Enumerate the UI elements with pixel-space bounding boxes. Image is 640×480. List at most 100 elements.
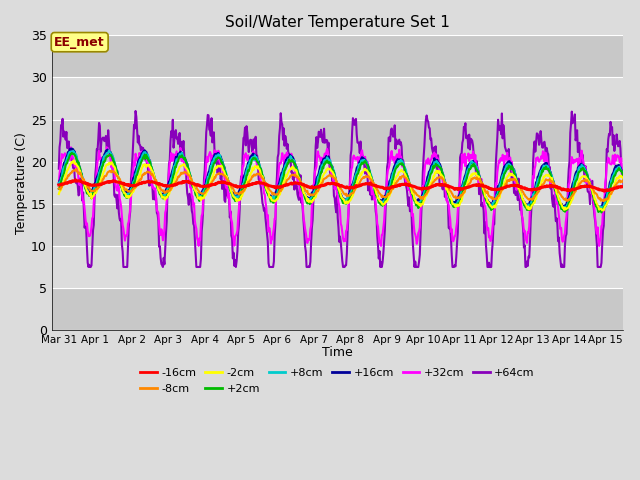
+16cm — [620, 171, 627, 177]
-16cm — [135, 181, 143, 187]
-8cm — [57, 185, 65, 191]
+16cm — [57, 171, 65, 177]
+8cm — [461, 177, 468, 183]
+32cm — [318, 155, 326, 161]
Line: -16cm: -16cm — [59, 180, 623, 191]
+64cm — [319, 139, 326, 144]
+32cm — [57, 159, 65, 165]
+64cm — [298, 200, 305, 205]
+64cm — [620, 181, 627, 187]
+2cm — [68, 150, 76, 156]
-16cm — [297, 180, 305, 186]
-2cm — [135, 173, 143, 179]
+32cm — [620, 168, 627, 174]
Line: +8cm: +8cm — [59, 151, 623, 210]
-2cm — [598, 208, 606, 214]
Y-axis label: Temperature (C): Temperature (C) — [15, 132, 28, 234]
+8cm — [57, 175, 65, 181]
+64cm — [461, 120, 469, 126]
Line: +64cm: +64cm — [59, 111, 623, 267]
-2cm — [474, 173, 482, 179]
Line: +32cm: +32cm — [59, 147, 623, 246]
-2cm — [297, 179, 305, 184]
Text: EE_met: EE_met — [54, 36, 105, 48]
-16cm — [57, 182, 65, 188]
-16cm — [474, 182, 482, 188]
+2cm — [318, 169, 326, 175]
Bar — [51, 77, 623, 120]
Title: Soil/Water Temperature Set 1: Soil/Water Temperature Set 1 — [225, 15, 450, 30]
-8cm — [55, 186, 63, 192]
+2cm — [620, 175, 627, 180]
+64cm — [55, 166, 63, 171]
+8cm — [318, 163, 326, 168]
+2cm — [55, 186, 63, 192]
+8cm — [135, 161, 143, 167]
Bar — [51, 36, 623, 77]
-2cm — [620, 177, 627, 182]
+8cm — [620, 171, 627, 177]
-8cm — [72, 166, 80, 172]
+2cm — [297, 180, 305, 186]
Line: +16cm: +16cm — [59, 149, 623, 208]
+16cm — [474, 171, 482, 177]
-8cm — [474, 177, 482, 182]
+8cm — [596, 207, 604, 213]
Line: -8cm: -8cm — [59, 169, 623, 201]
X-axis label: Time: Time — [322, 347, 353, 360]
+32cm — [461, 163, 469, 169]
-8cm — [461, 189, 468, 194]
-16cm — [72, 177, 79, 182]
+32cm — [377, 243, 385, 249]
+2cm — [474, 169, 482, 175]
Bar — [51, 204, 623, 246]
Bar — [51, 120, 623, 162]
Bar — [51, 288, 623, 330]
+8cm — [105, 148, 113, 154]
+64cm — [57, 122, 65, 128]
Bar — [51, 246, 623, 288]
-8cm — [135, 179, 143, 185]
+16cm — [68, 146, 76, 152]
+32cm — [103, 144, 111, 150]
+16cm — [318, 159, 326, 165]
+16cm — [595, 205, 603, 211]
Line: +2cm: +2cm — [59, 153, 623, 213]
+16cm — [55, 181, 63, 187]
-8cm — [318, 180, 326, 186]
-16cm — [461, 185, 468, 191]
+8cm — [297, 179, 305, 185]
-16cm — [620, 183, 627, 189]
+2cm — [135, 167, 143, 172]
+2cm — [461, 180, 468, 185]
+64cm — [132, 108, 140, 114]
+16cm — [135, 157, 143, 163]
-2cm — [461, 190, 468, 195]
+64cm — [136, 142, 143, 147]
+2cm — [57, 179, 65, 185]
Line: -2cm: -2cm — [59, 160, 623, 211]
+2cm — [598, 210, 605, 216]
+8cm — [474, 170, 482, 176]
-2cm — [57, 187, 65, 192]
+64cm — [476, 192, 483, 197]
-8cm — [620, 178, 627, 184]
+8cm — [55, 180, 63, 186]
-16cm — [318, 183, 326, 189]
+32cm — [297, 193, 305, 199]
-2cm — [70, 157, 78, 163]
-2cm — [55, 191, 63, 197]
-16cm — [55, 182, 63, 188]
+16cm — [461, 174, 468, 180]
+32cm — [135, 160, 143, 166]
-2cm — [318, 177, 326, 183]
+16cm — [297, 179, 305, 184]
-8cm — [297, 179, 305, 185]
Bar — [51, 162, 623, 204]
+32cm — [55, 181, 63, 187]
+32cm — [476, 179, 483, 185]
+64cm — [84, 264, 92, 270]
-8cm — [600, 198, 607, 204]
-16cm — [601, 188, 609, 194]
Legend: -16cm, -8cm, -2cm, +2cm, +8cm, +16cm, +32cm, +64cm: -16cm, -8cm, -2cm, +2cm, +8cm, +16cm, +3… — [136, 364, 539, 398]
